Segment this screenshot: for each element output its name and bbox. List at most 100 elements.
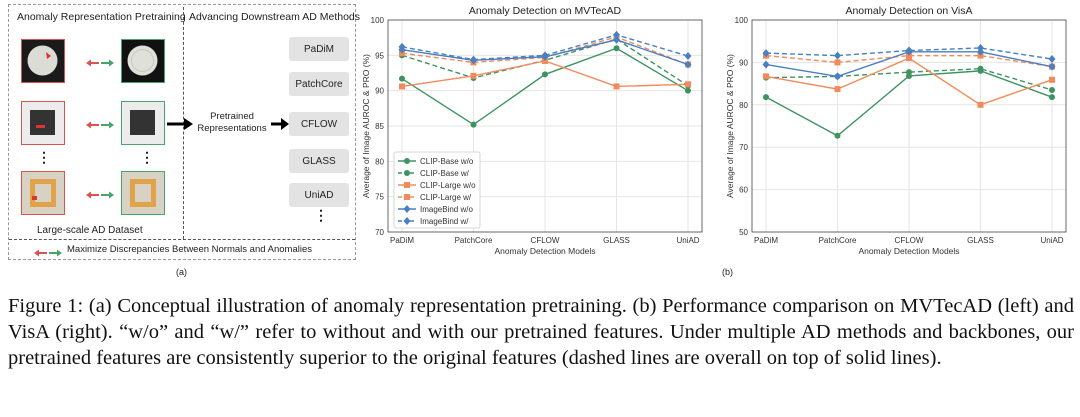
chip-anomaly-icon xyxy=(30,110,55,135)
data-point xyxy=(763,73,769,80)
data-point xyxy=(763,94,769,101)
series-line xyxy=(401,36,689,66)
x-tick-label: UniAD xyxy=(676,236,699,245)
flow-arrow-icon xyxy=(167,117,193,136)
data-point xyxy=(834,86,841,93)
data-point xyxy=(1049,94,1055,101)
x-axis-label: Anomaly Detection Models xyxy=(494,246,595,256)
data-point xyxy=(834,51,841,60)
discrepancy-arrow-icon xyxy=(85,187,115,205)
legend-marker xyxy=(404,158,410,164)
data-point xyxy=(977,43,984,52)
y-tick-label: 60 xyxy=(739,186,748,195)
data-point xyxy=(399,75,405,82)
data-point xyxy=(685,87,691,94)
data-point xyxy=(542,57,548,64)
flow-arrow-icon xyxy=(271,117,289,136)
data-point xyxy=(977,101,984,108)
data-point xyxy=(398,42,406,51)
legend-entry: CLIP-Large w/ xyxy=(420,193,472,202)
data-point xyxy=(541,51,549,60)
dataset-label: Large-scale AD Dataset xyxy=(37,225,143,236)
data-point xyxy=(1048,55,1056,64)
y-tick-label: 90 xyxy=(739,58,748,67)
y-axis-label: Average of Image AUROC & PRO (%) xyxy=(725,54,735,198)
chip-normal-icon xyxy=(130,110,155,135)
legend-entry: CLIP-Base w/o xyxy=(420,157,474,166)
y-axis-label: Average of Image AUROC & PRO (%) xyxy=(361,54,371,198)
legend-marker xyxy=(404,182,410,188)
legend-entry: ImageBind w/ xyxy=(420,217,469,226)
data-point xyxy=(834,59,841,66)
method-box-uniad: UniAD xyxy=(289,183,349,207)
y-tick-label: 70 xyxy=(375,228,384,237)
data-point xyxy=(834,132,841,139)
chart-title: Anomaly Detection on VisA xyxy=(845,5,972,17)
panel-a-header-pretraining: Anomaly Representation Pretraining xyxy=(17,11,186,23)
plot-frame xyxy=(751,19,1067,233)
data-point xyxy=(977,65,984,72)
panel-a-illustration: Anomaly Representation Pretraining Advan… xyxy=(8,4,360,260)
x-tick-label: UniAD xyxy=(1040,236,1063,245)
method-box-patchcore: PatchCore xyxy=(289,72,349,96)
x-axis-label: Anomaly Detection Models xyxy=(858,246,959,256)
pretrained-representations-label: Pretrained Representations xyxy=(197,111,267,134)
wood-normal-icon xyxy=(130,179,156,207)
data-point xyxy=(762,60,770,69)
panel-a-header-downstream: Advancing Downstream AD Methods xyxy=(189,11,360,23)
x-tick-label: CFLOW xyxy=(531,236,560,245)
data-point xyxy=(906,69,912,76)
data-point xyxy=(613,30,620,39)
ellipsis-dots: ⋮ xyxy=(37,149,51,165)
x-tick-label: PaDiM xyxy=(390,236,414,245)
x-tick-label: CFLOW xyxy=(895,236,924,245)
figure-caption: Figure 1: (a) Conceptual illustration of… xyxy=(8,295,1074,369)
legend-marker xyxy=(403,205,411,213)
data-point xyxy=(613,45,620,52)
data-point xyxy=(470,72,477,79)
data-point xyxy=(905,46,913,55)
data-point xyxy=(1049,76,1055,83)
panel-a-label: (a) xyxy=(176,267,187,277)
y-tick-label: 90 xyxy=(375,87,384,96)
pill-normal-icon xyxy=(127,45,158,76)
anomalous-sample-image xyxy=(21,39,65,83)
x-tick-label: PaDiM xyxy=(754,236,778,245)
y-tick-label: 75 xyxy=(375,193,384,202)
panel-b-label: (b) xyxy=(722,267,733,277)
normal-sample-image xyxy=(121,39,165,83)
chart-title: Anomaly Detection on MVTecAD xyxy=(469,5,622,17)
legend-entry: ImageBind w/o xyxy=(420,205,473,214)
data-point xyxy=(1048,62,1056,71)
data-point xyxy=(685,81,691,88)
footer-label: Maximize Discrepancies Between Normals a… xyxy=(67,244,312,255)
method-box-padim: PaDiM xyxy=(289,37,349,61)
ellipsis-dots: ⋮ xyxy=(314,207,328,223)
x-tick-label: PatchCore xyxy=(819,236,857,245)
normal-sample-image xyxy=(121,101,165,145)
x-tick-label: PatchCore xyxy=(455,236,493,245)
legend-marker xyxy=(404,170,410,176)
visa-line-chart: Anomaly Detection on VisA 50 60 70 80 90 100 Pa… xyxy=(725,5,1067,256)
x-tick-label: GLASS xyxy=(603,236,630,245)
legend-marker xyxy=(404,194,410,200)
anomalous-sample-image xyxy=(21,171,65,215)
y-tick-label: 100 xyxy=(371,16,385,25)
mvtec-line-chart: Anomaly Detection on MVTecAD 70 75 80 85 90 95… xyxy=(361,5,703,256)
discrepancy-arrow-icon xyxy=(85,55,115,73)
pill-anomaly-icon xyxy=(27,45,58,76)
data-point xyxy=(1049,86,1055,93)
plot-frame xyxy=(387,19,703,233)
data-point xyxy=(613,83,620,90)
horizontal-divider xyxy=(9,239,355,240)
legend-entry: CLIP-Large w/o xyxy=(420,181,476,190)
y-tick-label: 50 xyxy=(739,228,748,237)
y-tick-label: 95 xyxy=(375,51,384,60)
data-point xyxy=(542,71,548,78)
data-point xyxy=(762,49,770,58)
data-point xyxy=(470,55,477,64)
y-tick-label: 80 xyxy=(375,157,384,166)
y-tick-label: 80 xyxy=(739,101,748,110)
data-point xyxy=(684,60,692,69)
data-point xyxy=(399,83,405,90)
